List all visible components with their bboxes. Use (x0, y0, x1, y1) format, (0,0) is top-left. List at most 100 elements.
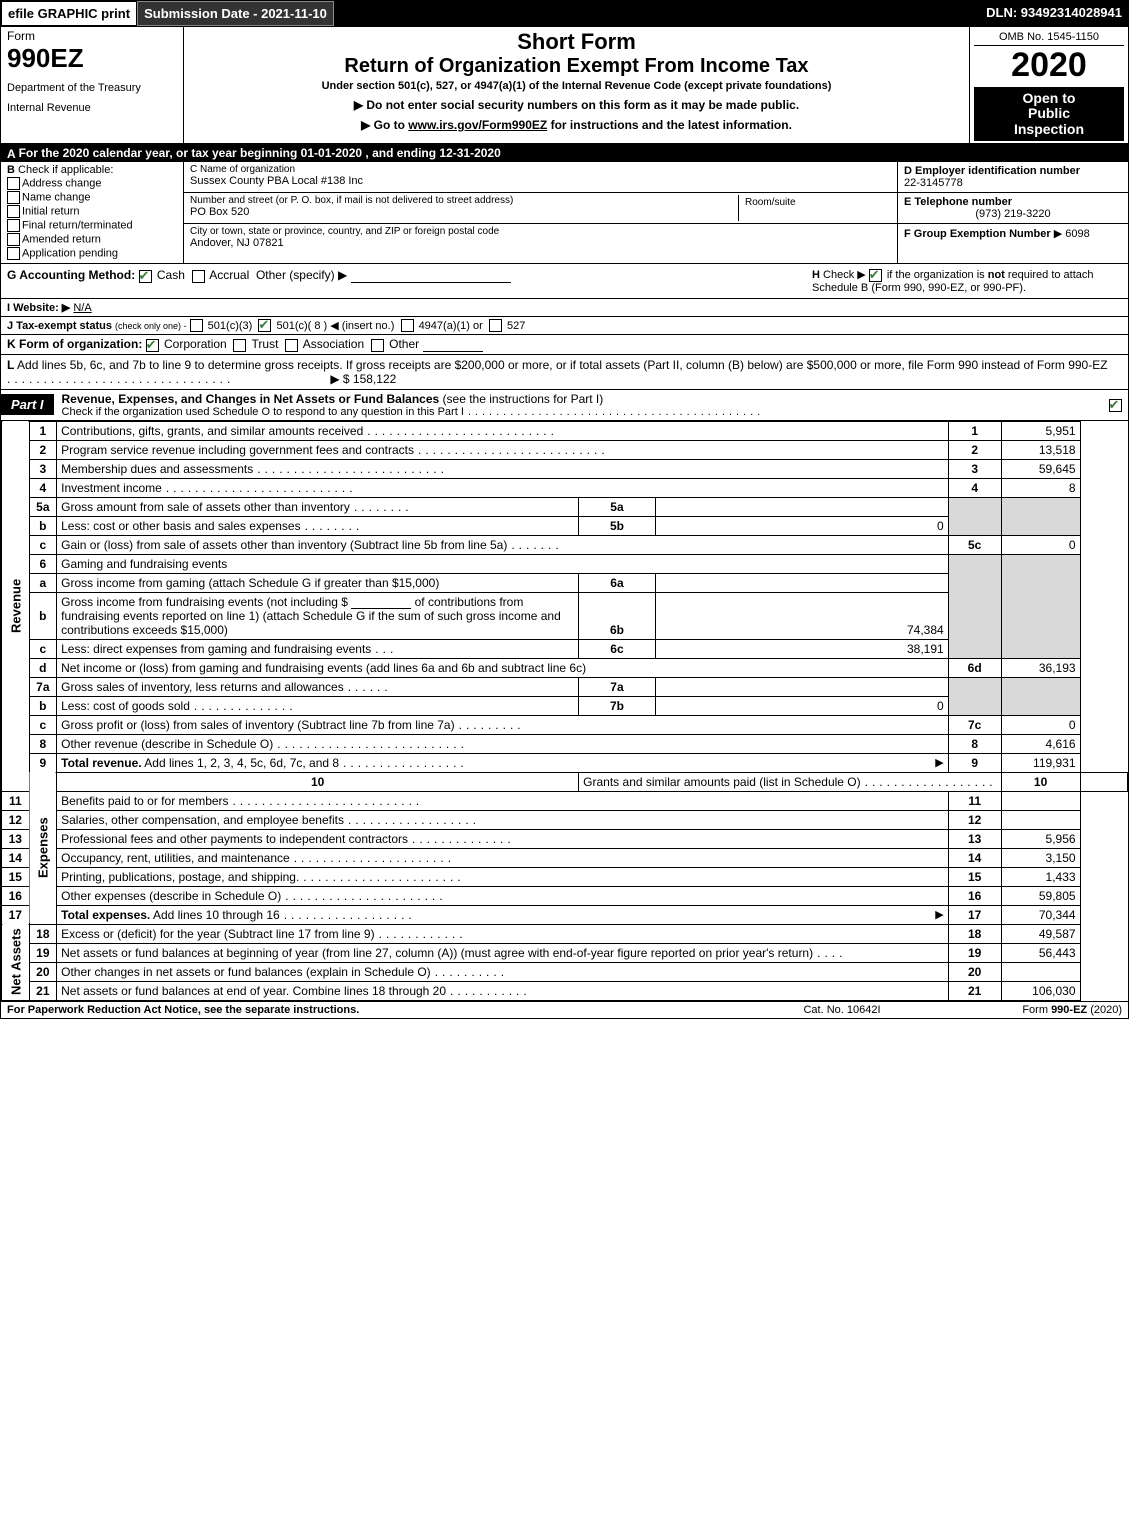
footer: For Paperwork Reduction Act Notice, see … (1, 1001, 1128, 1018)
b-check-if: Check if applicable: (18, 164, 113, 176)
opt-assoc: Association (303, 337, 364, 351)
phone-value: (973) 219-3220 (904, 208, 1122, 220)
row-gh: G Accounting Method: Cash Accrual Other … (1, 264, 1128, 299)
chk-accrual[interactable] (192, 270, 205, 283)
opt-trust: Trust (252, 337, 279, 351)
title-return: Return of Organization Exempt From Incom… (188, 55, 965, 78)
chk-527[interactable] (489, 319, 502, 332)
c-name-label: C Name of organization (190, 164, 891, 175)
l5c-n: c (29, 535, 57, 554)
l4-n: 4 (29, 478, 57, 497)
chk-h[interactable] (869, 269, 882, 282)
part1-header: Part I Revenue, Expenses, and Changes in… (1, 390, 1128, 421)
side-expenses: Expenses (29, 772, 57, 924)
l7c-rv: 0 (1001, 715, 1080, 734)
chk-address-change[interactable]: Address change (7, 177, 177, 190)
open-line3: Inspection (976, 122, 1122, 137)
i-label: I Website: ▶ (7, 302, 70, 314)
part1-title: Revenue, Expenses, and Changes in Net As… (54, 390, 1104, 420)
l7a-t: Gross sales of inventory, less returns a… (61, 680, 348, 694)
f-label: F Group Exemption Number (904, 228, 1051, 240)
section-bcdef: B Check if applicable: Address change Na… (1, 162, 1128, 264)
irs-link[interactable]: www.irs.gov/Form990EZ (408, 118, 547, 132)
l1-rv: 5,951 (1001, 421, 1080, 440)
l15-rv: 1,433 (1001, 867, 1080, 886)
chk-cash[interactable] (139, 270, 152, 283)
chk-part1-schedule-o[interactable] (1109, 399, 1122, 412)
l9-t: Total revenue. (61, 756, 141, 770)
chk-501c[interactable] (258, 319, 271, 332)
l9-t2: Add lines 1, 2, 3, 4, 5c, 6d, 7c, and 8 (144, 756, 339, 770)
part1-sub: Check if the organization used Schedule … (62, 406, 468, 418)
chk-initial-return[interactable]: Initial return (7, 205, 177, 218)
l19-rn: 19 (948, 943, 1001, 962)
l18-t: Excess or (deficit) for the year (Subtra… (61, 927, 378, 941)
h-text1: if the organization is (887, 269, 988, 281)
chk-corp[interactable] (146, 339, 159, 352)
row-k: K Form of organization: Corporation Trus… (1, 335, 1128, 354)
l7a-mv (655, 677, 948, 696)
header-left: Form 990EZ Department of the Treasury In… (1, 27, 184, 143)
l5a-mv (655, 497, 948, 516)
l18-rn: 18 (948, 924, 1001, 943)
open-line1: Open to (976, 91, 1122, 106)
k-label: K Form of organization: (7, 337, 142, 351)
line-4: 4 Investment income.....................… (2, 478, 1128, 497)
chk-4947[interactable] (401, 319, 414, 332)
l7b-t: Less: cost of goods sold (61, 699, 194, 713)
dept-irs: Internal Revenue (7, 102, 177, 114)
l-amount: ▶ $ 158,122 (330, 372, 396, 386)
l6d-rv: 36,193 (1001, 658, 1080, 677)
submission-date-button[interactable]: Submission Date - 2021-11-10 (137, 1, 334, 26)
footer-paperwork: For Paperwork Reduction Act Notice, see … (7, 1004, 732, 1016)
part1-check (1104, 398, 1128, 412)
chk-name-change[interactable]: Name change (7, 191, 177, 204)
l6-n: 6 (29, 554, 57, 573)
part1-title-paren: (see the instructions for Part I) (443, 392, 604, 406)
open-line2: Public (976, 106, 1122, 121)
l6a-mn: 6a (579, 573, 656, 592)
chk-amended-label: Amended return (22, 234, 101, 246)
line-19: 19 Net assets or fund balances at beginn… (2, 943, 1128, 962)
l11-n: 11 (2, 791, 30, 810)
org-address: PO Box 520 (190, 206, 738, 218)
chk-assoc[interactable] (285, 339, 298, 352)
chk-application-pending[interactable]: Application pending (7, 247, 177, 260)
l19-rv: 56,443 (1001, 943, 1080, 962)
opt-527: 527 (507, 320, 525, 332)
line-17: 17 Total expenses. Add lines 10 through … (2, 905, 1128, 924)
ein-value: 22-3145778 (904, 177, 1122, 189)
chk-trust[interactable] (233, 339, 246, 352)
opt-501c3: 501(c)(3) (208, 320, 253, 332)
l7a-mn: 7a (579, 677, 656, 696)
footer-form: Form 990-EZ (2020) (952, 1004, 1122, 1016)
l9-rn: 9 (948, 753, 1001, 772)
shade-7v (1001, 677, 1080, 715)
chk-final-return[interactable]: Final return/terminated (7, 219, 177, 232)
l21-rv: 106,030 (1001, 981, 1080, 1000)
footer-form-bold: 990-EZ (1051, 1004, 1087, 1016)
l2-t: Program service revenue including govern… (61, 443, 418, 457)
l5c-rn: 5c (948, 535, 1001, 554)
l11-rv (1001, 791, 1080, 810)
chk-other-org[interactable] (371, 339, 384, 352)
efile-print-button[interactable]: efile GRAPHIC print (1, 1, 137, 26)
l11-rn: 11 (948, 791, 1001, 810)
l7b-mv: 0 (655, 696, 948, 715)
l13-n: 13 (2, 829, 30, 848)
l4-rv: 8 (1001, 478, 1080, 497)
l1-t: Contributions, gifts, grants, and simila… (61, 424, 367, 438)
footer-form-pre: Form (1022, 1004, 1051, 1016)
l13-t: Professional fees and other payments to … (61, 832, 412, 846)
l7c-t: Gross profit or (loss) from sales of inv… (61, 718, 458, 732)
org-name: Sussex County PBA Local #138 Inc (190, 175, 891, 187)
l19-n: 19 (29, 943, 57, 962)
chk-amended-return[interactable]: Amended return (7, 233, 177, 246)
l6-t: Gaming and fundraising events (57, 554, 949, 573)
chk-501c3[interactable] (190, 319, 203, 332)
l8-rn: 8 (948, 734, 1001, 753)
line-16: 16 Other expenses (describe in Schedule … (2, 886, 1128, 905)
l18-n: 18 (29, 924, 57, 943)
website-link[interactable]: N/A (73, 302, 91, 314)
col-c: C Name of organization Sussex County PBA… (184, 162, 898, 263)
